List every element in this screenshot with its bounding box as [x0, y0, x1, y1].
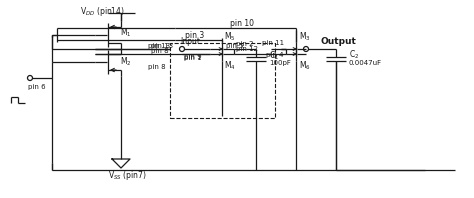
Text: M$_4$: M$_4$	[224, 60, 236, 72]
Bar	[170, 43, 275, 118]
Text: pin 4: pin 4	[266, 52, 284, 58]
Text: Input: Input	[180, 36, 200, 46]
Text: pin 10: pin 10	[230, 18, 254, 28]
Text: pin 6: pin 6	[28, 84, 46, 90]
Text: V$_{SS}$ (pin7): V$_{SS}$ (pin7)	[108, 168, 147, 182]
Text: Output: Output	[321, 36, 357, 46]
Text: pin 1: pin 1	[184, 55, 201, 61]
Text: M$_5$: M$_5$	[224, 31, 236, 43]
Text: M$_3$: M$_3$	[299, 31, 310, 43]
Text: pin 12: pin 12	[236, 46, 258, 52]
Text: M$_6$: M$_6$	[299, 60, 311, 72]
Text: 0.0047uF: 0.0047uF	[349, 60, 382, 66]
Text: pin 8: pin 8	[151, 48, 169, 54]
Text: pin 9: pin 9	[184, 54, 201, 60]
Text: V$_{DD}$ (pin14): V$_{DD}$ (pin14)	[80, 5, 125, 17]
Text: pin 13: pin 13	[148, 43, 170, 49]
Text: pin 3: pin 3	[185, 30, 204, 39]
Text: pin 11: pin 11	[262, 40, 284, 46]
Text: C$_2$: C$_2$	[349, 49, 359, 61]
Text: pin 5: pin 5	[227, 43, 244, 49]
Text: 100pF: 100pF	[269, 60, 291, 66]
Text: pin 8: pin 8	[148, 64, 165, 70]
Text: pin 13: pin 13	[151, 43, 173, 49]
Text: M$_2$: M$_2$	[120, 56, 132, 68]
Text: pin 2: pin 2	[236, 41, 254, 47]
Text: C$_1$: C$_1$	[269, 50, 279, 62]
Text: M$_1$: M$_1$	[120, 27, 132, 39]
